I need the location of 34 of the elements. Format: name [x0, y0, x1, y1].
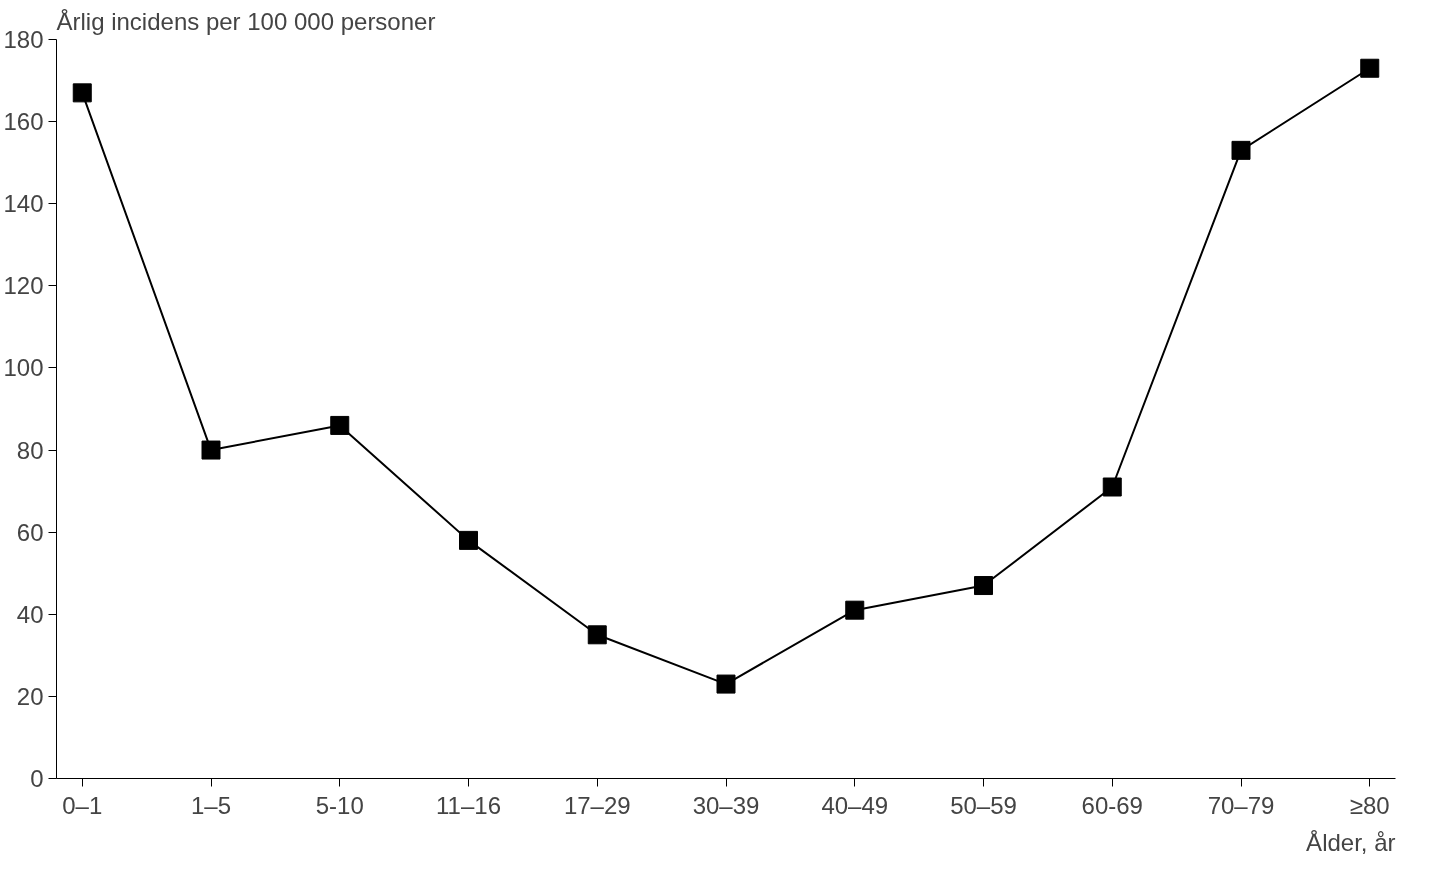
- x-tick-label: ≥80: [1349, 791, 1390, 819]
- y-tick-label: 140: [3, 190, 44, 218]
- point: [330, 415, 350, 435]
- y-tick-label: 180: [3, 26, 44, 53]
- x-axis-title: Ålder, år: [1306, 828, 1396, 856]
- point: [587, 625, 607, 645]
- y-tick-label: 0: [30, 765, 44, 792]
- point: [845, 600, 865, 620]
- y-tick-label: 20: [16, 682, 44, 710]
- point: [1231, 140, 1251, 160]
- y-tick-label: 100: [3, 354, 44, 382]
- y-axis-title: Årlig incidens per 100 000 personer: [56, 7, 436, 35]
- y-tick-label: 160: [3, 108, 44, 136]
- x-tick-label: 17–29: [563, 791, 631, 819]
- y-tick-label: 60: [16, 518, 44, 546]
- x-tick-label: 40–49: [821, 791, 889, 819]
- point: [459, 530, 478, 550]
- point: [1360, 58, 1380, 78]
- x-tick-label: 11–16: [436, 791, 501, 819]
- point: [1102, 477, 1122, 497]
- y-tick-label: 120: [3, 272, 44, 300]
- point: [974, 576, 993, 596]
- x-tick-label: 1–5: [190, 791, 232, 819]
- x-tick-label: 30–39: [692, 791, 760, 819]
- x-tick-label: 0–1: [62, 791, 103, 819]
- x-tick-label: 70–79: [1207, 791, 1275, 819]
- x-tick-label: 60-69: [1081, 791, 1143, 819]
- point: [201, 440, 221, 460]
- y-tick-label: 80: [16, 436, 44, 464]
- y-tick-label: 40: [16, 600, 44, 628]
- point: [72, 83, 92, 103]
- x-tick-label: 50–59: [950, 791, 1017, 819]
- point: [716, 674, 736, 694]
- x-tick-label: 5-10: [315, 791, 364, 819]
